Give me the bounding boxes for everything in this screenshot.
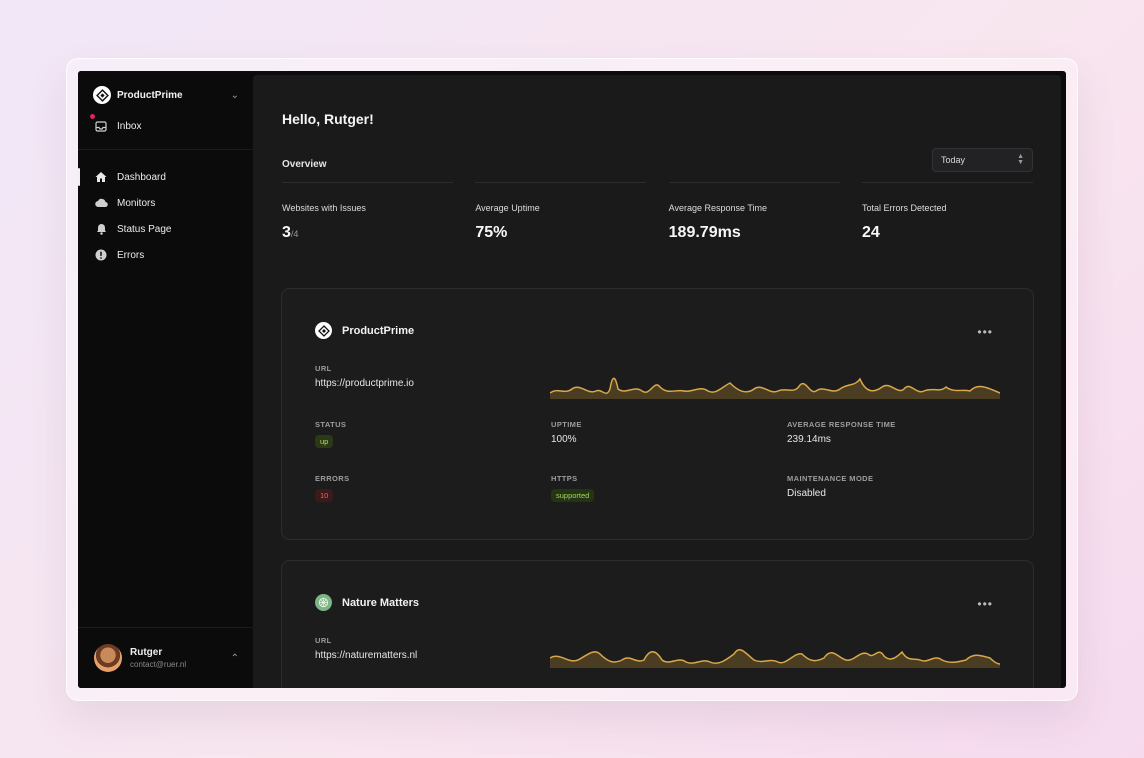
field-label: AVERAGE RESPONSE TIME <box>787 420 896 429</box>
status-field: STATUS up <box>315 420 346 449</box>
uptime-field: UPTIME 100% <box>551 420 582 445</box>
monitor-card: ProductPrime ••• URL https://productprim… <box>281 288 1034 540</box>
maintenance-value: Disabled <box>787 488 826 499</box>
monitor-card: Nature Matters ••• URL https://naturemat… <box>281 560 1034 688</box>
sidebar-item-label: Monitors <box>117 197 156 209</box>
brand-logo-icon <box>93 86 111 104</box>
section-title: Overview <box>282 159 327 170</box>
sidebar-item-label: Inbox <box>117 120 142 132</box>
response-time-sparkline <box>550 649 1000 668</box>
sidebar-item-dashboard[interactable]: Dashboard <box>78 164 253 190</box>
page-title: Hello, Rutger! <box>282 111 374 127</box>
sidebar-divider <box>78 627 253 628</box>
user-menu[interactable]: Rutger contact@ruer.nl ⌃ <box>94 643 239 673</box>
main-content: Hello, Rutger! Overview Today ▲ ▼ Website… <box>253 75 1061 688</box>
user-info: Rutger contact@ruer.nl <box>130 647 231 669</box>
chevron-down-icon: ⌄ <box>230 89 239 101</box>
site-name: ProductPrime <box>342 324 415 337</box>
url-field: URL https://productprime.io <box>315 364 414 389</box>
workspace-name: ProductPrime <box>117 89 183 101</box>
workspace-switcher[interactable]: ProductPrime ⌄ <box>93 85 239 105</box>
https-badge: supported <box>551 489 595 502</box>
url-field: URL https://naturematters.nl <box>315 636 417 661</box>
sidebar: ProductPrime ⌄ Inbox Dashboard Moni <box>78 71 253 688</box>
site-url[interactable]: https://naturematters.nl <box>315 650 418 661</box>
stat-label: Total Errors Detected <box>861 203 947 213</box>
stat-total-errors: Total Errors Detected 24 <box>861 182 1033 242</box>
sidebar-item-label: Status Page <box>117 223 172 235</box>
stat-average-uptime: Average Uptime 75% <box>475 182 647 242</box>
site-logo-icon <box>315 594 332 611</box>
sidebar-item-status-page[interactable]: Status Page <box>78 216 253 242</box>
status-badge: up <box>315 435 334 448</box>
avatar <box>94 644 122 672</box>
errors-badge: 10 <box>315 489 334 502</box>
monitor-card-header: Nature Matters <box>315 594 419 611</box>
field-label: STATUS <box>315 420 347 429</box>
response-time-sparkline <box>550 377 1000 399</box>
uptime-value: 100% <box>551 434 577 445</box>
stats-row: Websites with Issues 3/4 Average Uptime … <box>282 182 1033 242</box>
cloud-icon <box>94 196 108 210</box>
field-label: UPTIME <box>551 420 582 429</box>
field-label: URL <box>315 364 332 373</box>
errors-field: ERRORS 10 <box>315 474 350 503</box>
stat-label: Websites with Issues <box>282 203 366 213</box>
stat-websites-with-issues: Websites with Issues 3/4 <box>282 182 453 242</box>
date-range-select[interactable]: Today ▲ ▼ <box>932 148 1033 172</box>
sidebar-item-label: Errors <box>117 249 145 261</box>
sidebar-nav: Dashboard Monitors Status Page Errors <box>78 164 253 268</box>
site-logo-icon <box>315 322 332 339</box>
more-options-icon[interactable]: ••• <box>977 597 993 611</box>
sidebar-item-errors[interactable]: Errors <box>78 242 253 268</box>
field-label: HTTPS <box>551 474 578 483</box>
stat-average-response-time: Average Response Time 189.79ms <box>668 182 840 242</box>
user-email: contact@ruer.nl <box>130 660 187 669</box>
site-url[interactable]: https://productprime.io <box>315 378 414 389</box>
stat-value: 189.79ms <box>668 224 741 241</box>
chevron-up-down-icon: ▲ ▼ <box>1017 153 1024 166</box>
stat-value-main: 3 <box>282 224 291 241</box>
sidebar-item-monitors[interactable]: Monitors <box>78 190 253 216</box>
inbox-icon <box>94 119 108 133</box>
bell-icon <box>94 222 108 236</box>
monitor-card-header: ProductPrime <box>315 322 414 339</box>
stat-value: 75% <box>475 224 508 241</box>
user-name: Rutger <box>130 647 163 658</box>
sidebar-item-label: Dashboard <box>117 171 166 183</box>
stat-value-sub: /4 <box>290 229 299 239</box>
response-time-value: 239.14ms <box>787 434 831 445</box>
https-field: HTTPS supported <box>551 474 595 503</box>
stat-label: Average Response Time <box>668 203 768 213</box>
field-label: ERRORS <box>315 474 350 483</box>
field-label: URL <box>315 636 332 645</box>
chevron-up-icon: ⌃ <box>230 652 239 664</box>
date-range-value: Today <box>941 155 966 165</box>
stat-value: 24 <box>861 224 880 241</box>
sidebar-item-inbox[interactable]: Inbox <box>90 114 142 133</box>
alert-circle-icon <box>94 248 108 262</box>
notification-dot <box>90 114 95 119</box>
maintenance-field: MAINTENANCE MODE Disabled <box>787 474 873 499</box>
stat-label: Average Uptime <box>475 203 540 213</box>
sidebar-divider <box>78 149 253 150</box>
site-name: Nature Matters <box>342 596 420 609</box>
app-window: ProductPrime ⌄ Inbox Dashboard Moni <box>78 71 1066 688</box>
home-icon <box>94 170 108 184</box>
field-label: MAINTENANCE MODE <box>787 474 874 483</box>
response-time-field: AVERAGE RESPONSE TIME 239.14ms <box>787 420 896 445</box>
stat-value: 3/4 <box>282 224 453 242</box>
more-options-icon[interactable]: ••• <box>977 325 993 339</box>
